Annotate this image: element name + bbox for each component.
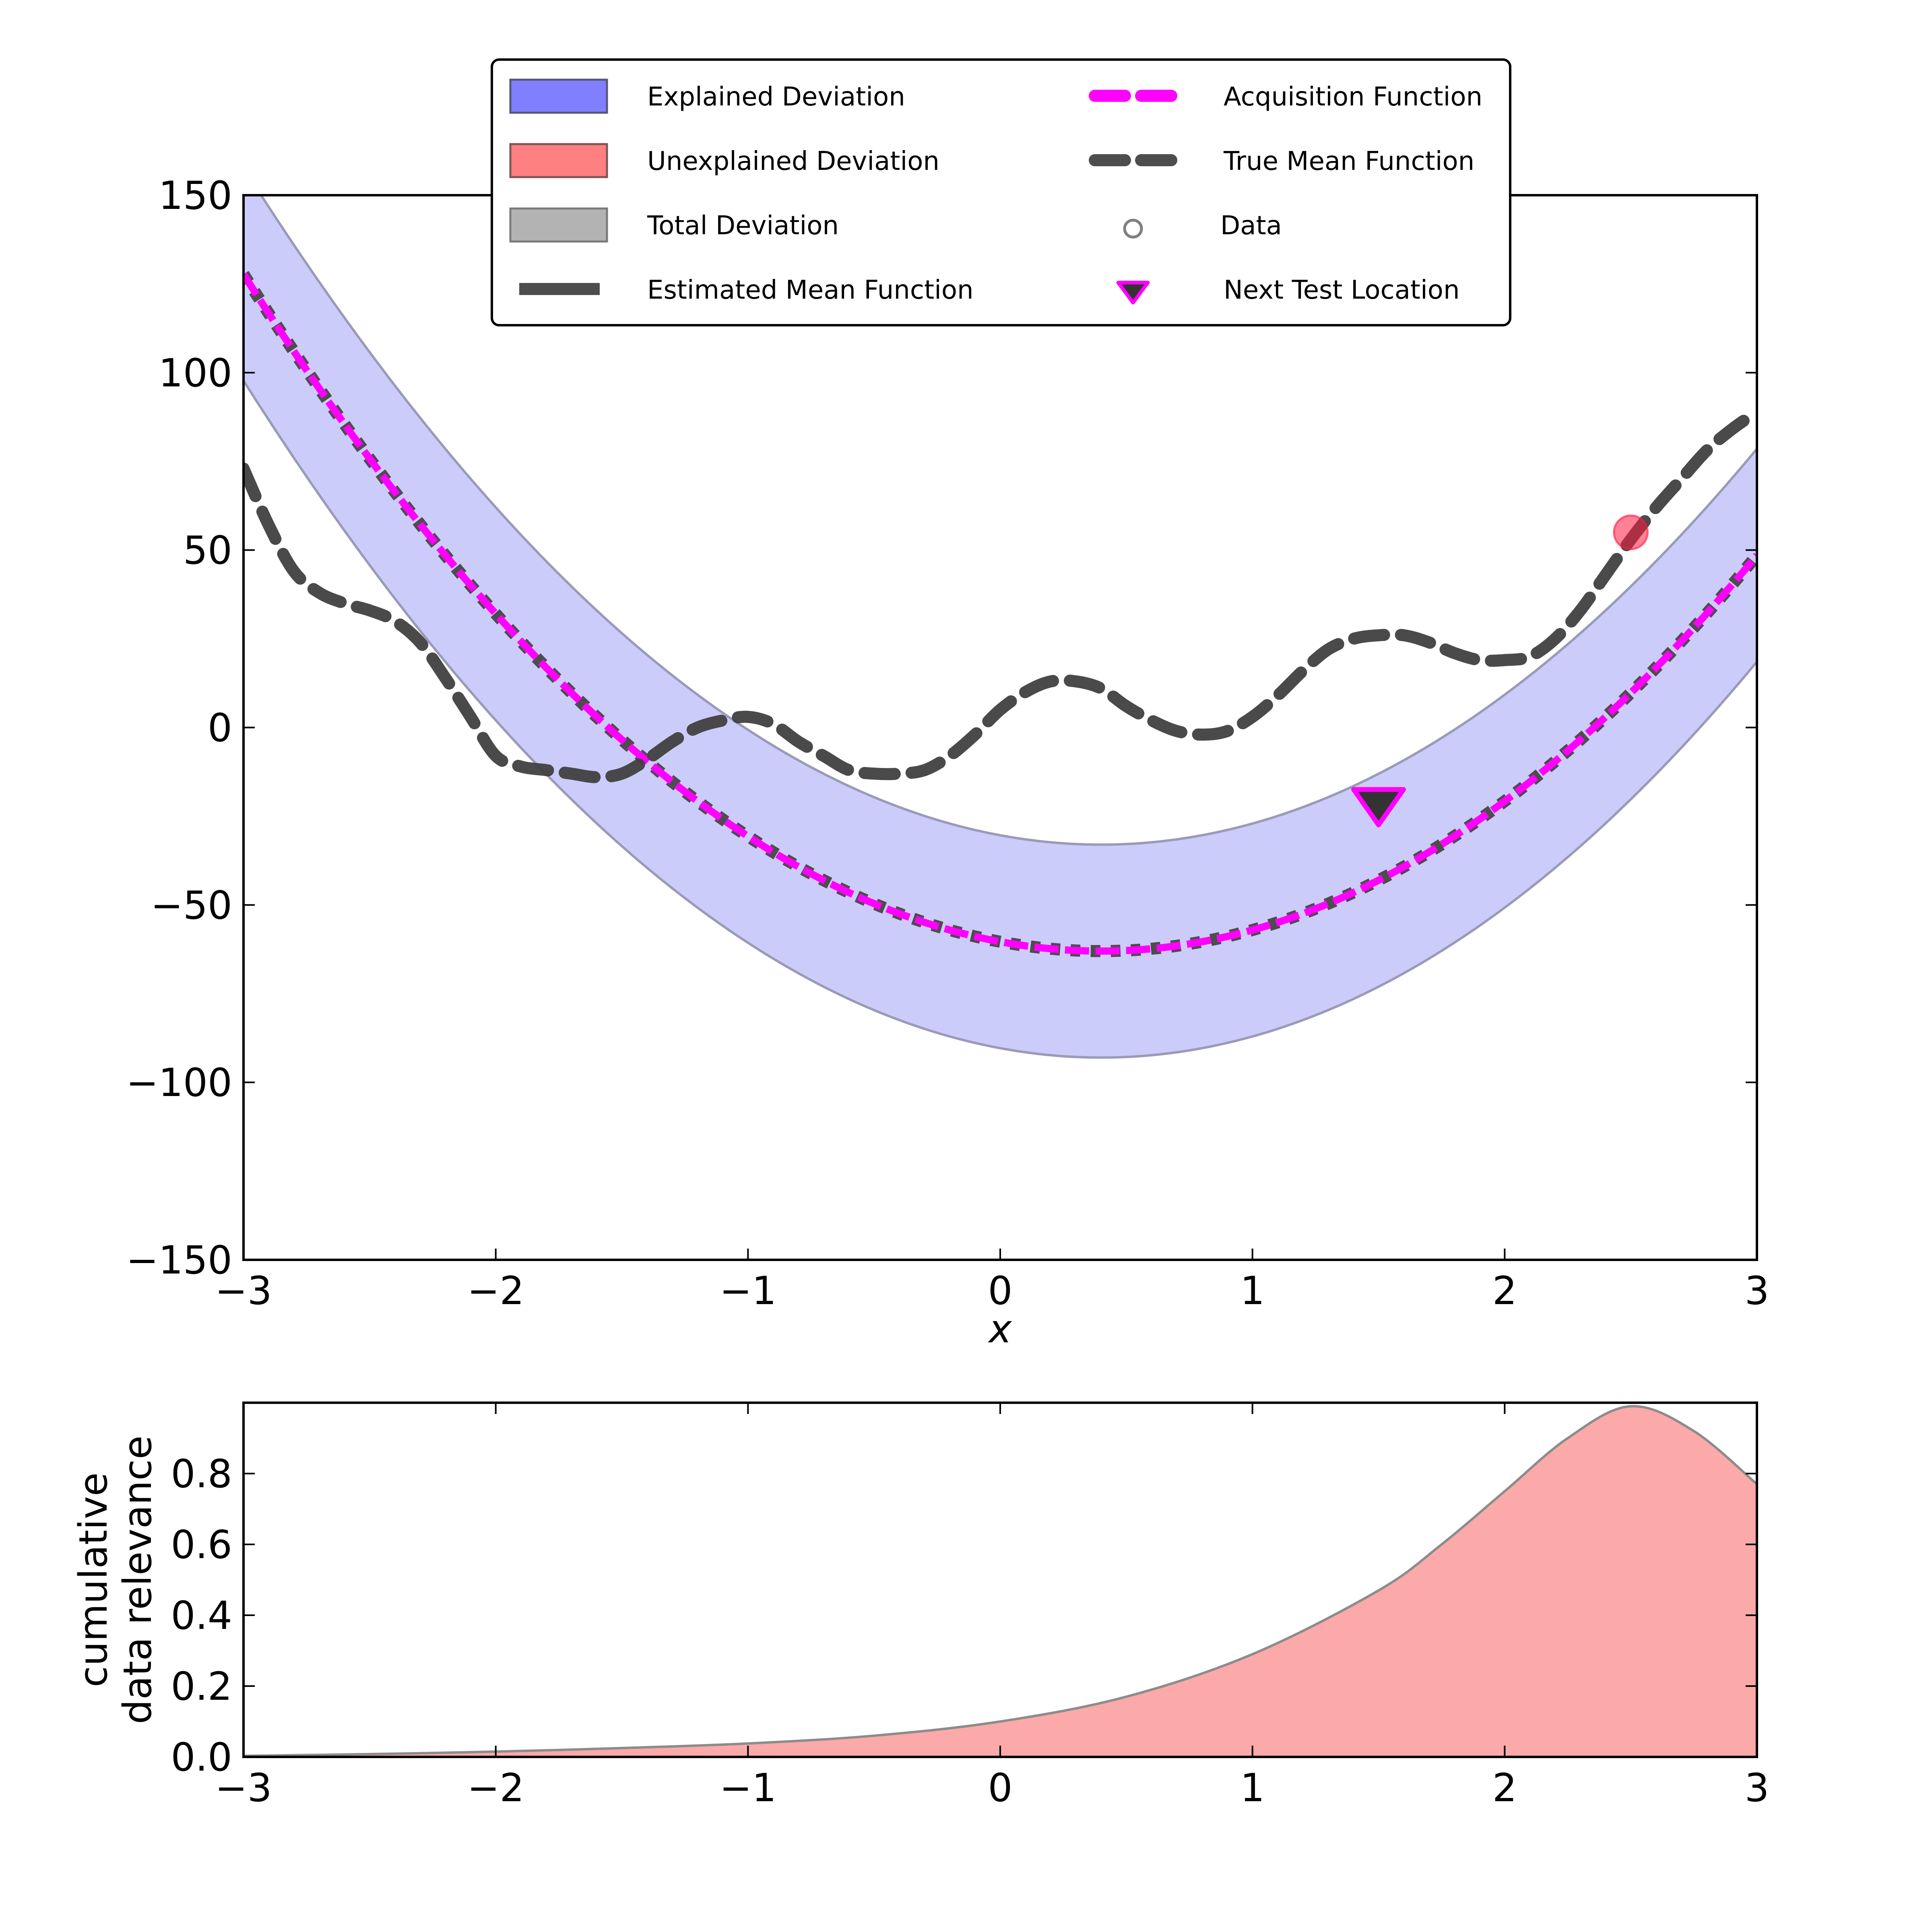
relevance-y-tick-label: 0.0 — [171, 1735, 232, 1780]
relevance-axis-ticks: −3 −2 −1 0 1 2 3 0.0 0.2 0.4 0.6 0.8 — [171, 1403, 1769, 1810]
main-axis-ticks: −3 −2 −1 0 1 2 3 −150 −100 −50 0 50 100 150 — [126, 173, 1769, 1313]
main-y-tick-label: −150 — [126, 1238, 232, 1283]
relevance-curve — [244, 1405, 1757, 1757]
relevance-area — [244, 1406, 1757, 1757]
legend-label-true-mean: True Mean Function — [1223, 147, 1474, 176]
relevance-y-tick-label: 0.6 — [171, 1522, 232, 1567]
relevance-x-tick-label: 0 — [988, 1765, 1012, 1810]
relevance-plot-area — [244, 1405, 1757, 1757]
relevance-y-tick-label: 0.2 — [171, 1664, 232, 1709]
main-y-tick-label: −50 — [151, 883, 232, 928]
relevance-x-tick-label: −2 — [467, 1765, 524, 1810]
relevance-x-tick-label: 1 — [1240, 1765, 1265, 1810]
legend-frame — [491, 58, 1511, 326]
next-test-location-marker — [1351, 787, 1406, 828]
relevance-x-tick-label: 3 — [1744, 1765, 1769, 1810]
legend-label-estimated-mean: Estimated Mean Function — [647, 275, 974, 305]
relevance-chart: −3 −2 −1 0 1 2 3 0.0 0.2 0.4 0.6 0.8 cumulative dat… — [71, 1402, 1769, 1810]
relevance-x-tick-label: −3 — [215, 1765, 272, 1810]
main-y-tick-label: 50 — [183, 528, 232, 573]
legend-label-next-test: Next Test Location — [1224, 275, 1460, 305]
true-mean-line — [244, 405, 1757, 783]
main-x-tick-label: 3 — [1744, 1268, 1769, 1313]
legend: Explained Deviation Unexplained Deviatio… — [491, 58, 1511, 326]
main-x-tick-label: 1 — [1240, 1268, 1265, 1313]
main-x-tick-label: −1 — [720, 1268, 777, 1313]
main-x-tick-label: −3 — [215, 1268, 272, 1313]
main-y-tick-label: 0 — [208, 706, 232, 751]
legend-label-total: Total Deviation — [647, 211, 839, 241]
main-x-tick-label: −2 — [467, 1268, 524, 1313]
relevance-y-tick-label: 0.8 — [171, 1451, 232, 1496]
legend-swatch-unexplained — [509, 143, 608, 178]
main-y-tick-label: −100 — [126, 1060, 232, 1105]
legend-label-unexplained: Unexplained Deviation — [647, 147, 939, 176]
relevance-y-tick-label: 0.4 — [171, 1593, 232, 1638]
main-x-tick-label: 0 — [988, 1268, 1012, 1313]
relevance-y-axis-label-line1: cumulative — [71, 1472, 116, 1687]
band-lower-edge — [244, 380, 1757, 1059]
relevance-x-tick-label: −1 — [720, 1765, 777, 1810]
legend-label-data: Data — [1220, 211, 1282, 241]
legend-swatch-total — [509, 207, 608, 243]
band-upper-edge — [260, 195, 1757, 846]
relevance-y-axis-label-line2: data relevance — [115, 1435, 160, 1724]
legend-label-explained: Explained Deviation — [647, 82, 905, 112]
acquisition-function-line — [244, 272, 1757, 955]
legend-swatch-explained — [509, 78, 608, 114]
data-point — [1613, 514, 1649, 551]
relevance-x-tick-label: 2 — [1492, 1765, 1517, 1810]
legend-label-acquisition: Acquisition Function — [1224, 82, 1482, 112]
main-y-tick-label: 150 — [159, 173, 232, 218]
main-plot-area — [244, 195, 1757, 1059]
main-x-axis-label: x — [988, 1307, 1012, 1352]
legend-marker-next-test — [1116, 281, 1150, 305]
explained-deviation-band — [244, 195, 1757, 1058]
legend-marker-data — [1123, 219, 1143, 239]
main-y-tick-label: 100 — [159, 351, 232, 396]
main-x-tick-label: 2 — [1492, 1268, 1517, 1313]
